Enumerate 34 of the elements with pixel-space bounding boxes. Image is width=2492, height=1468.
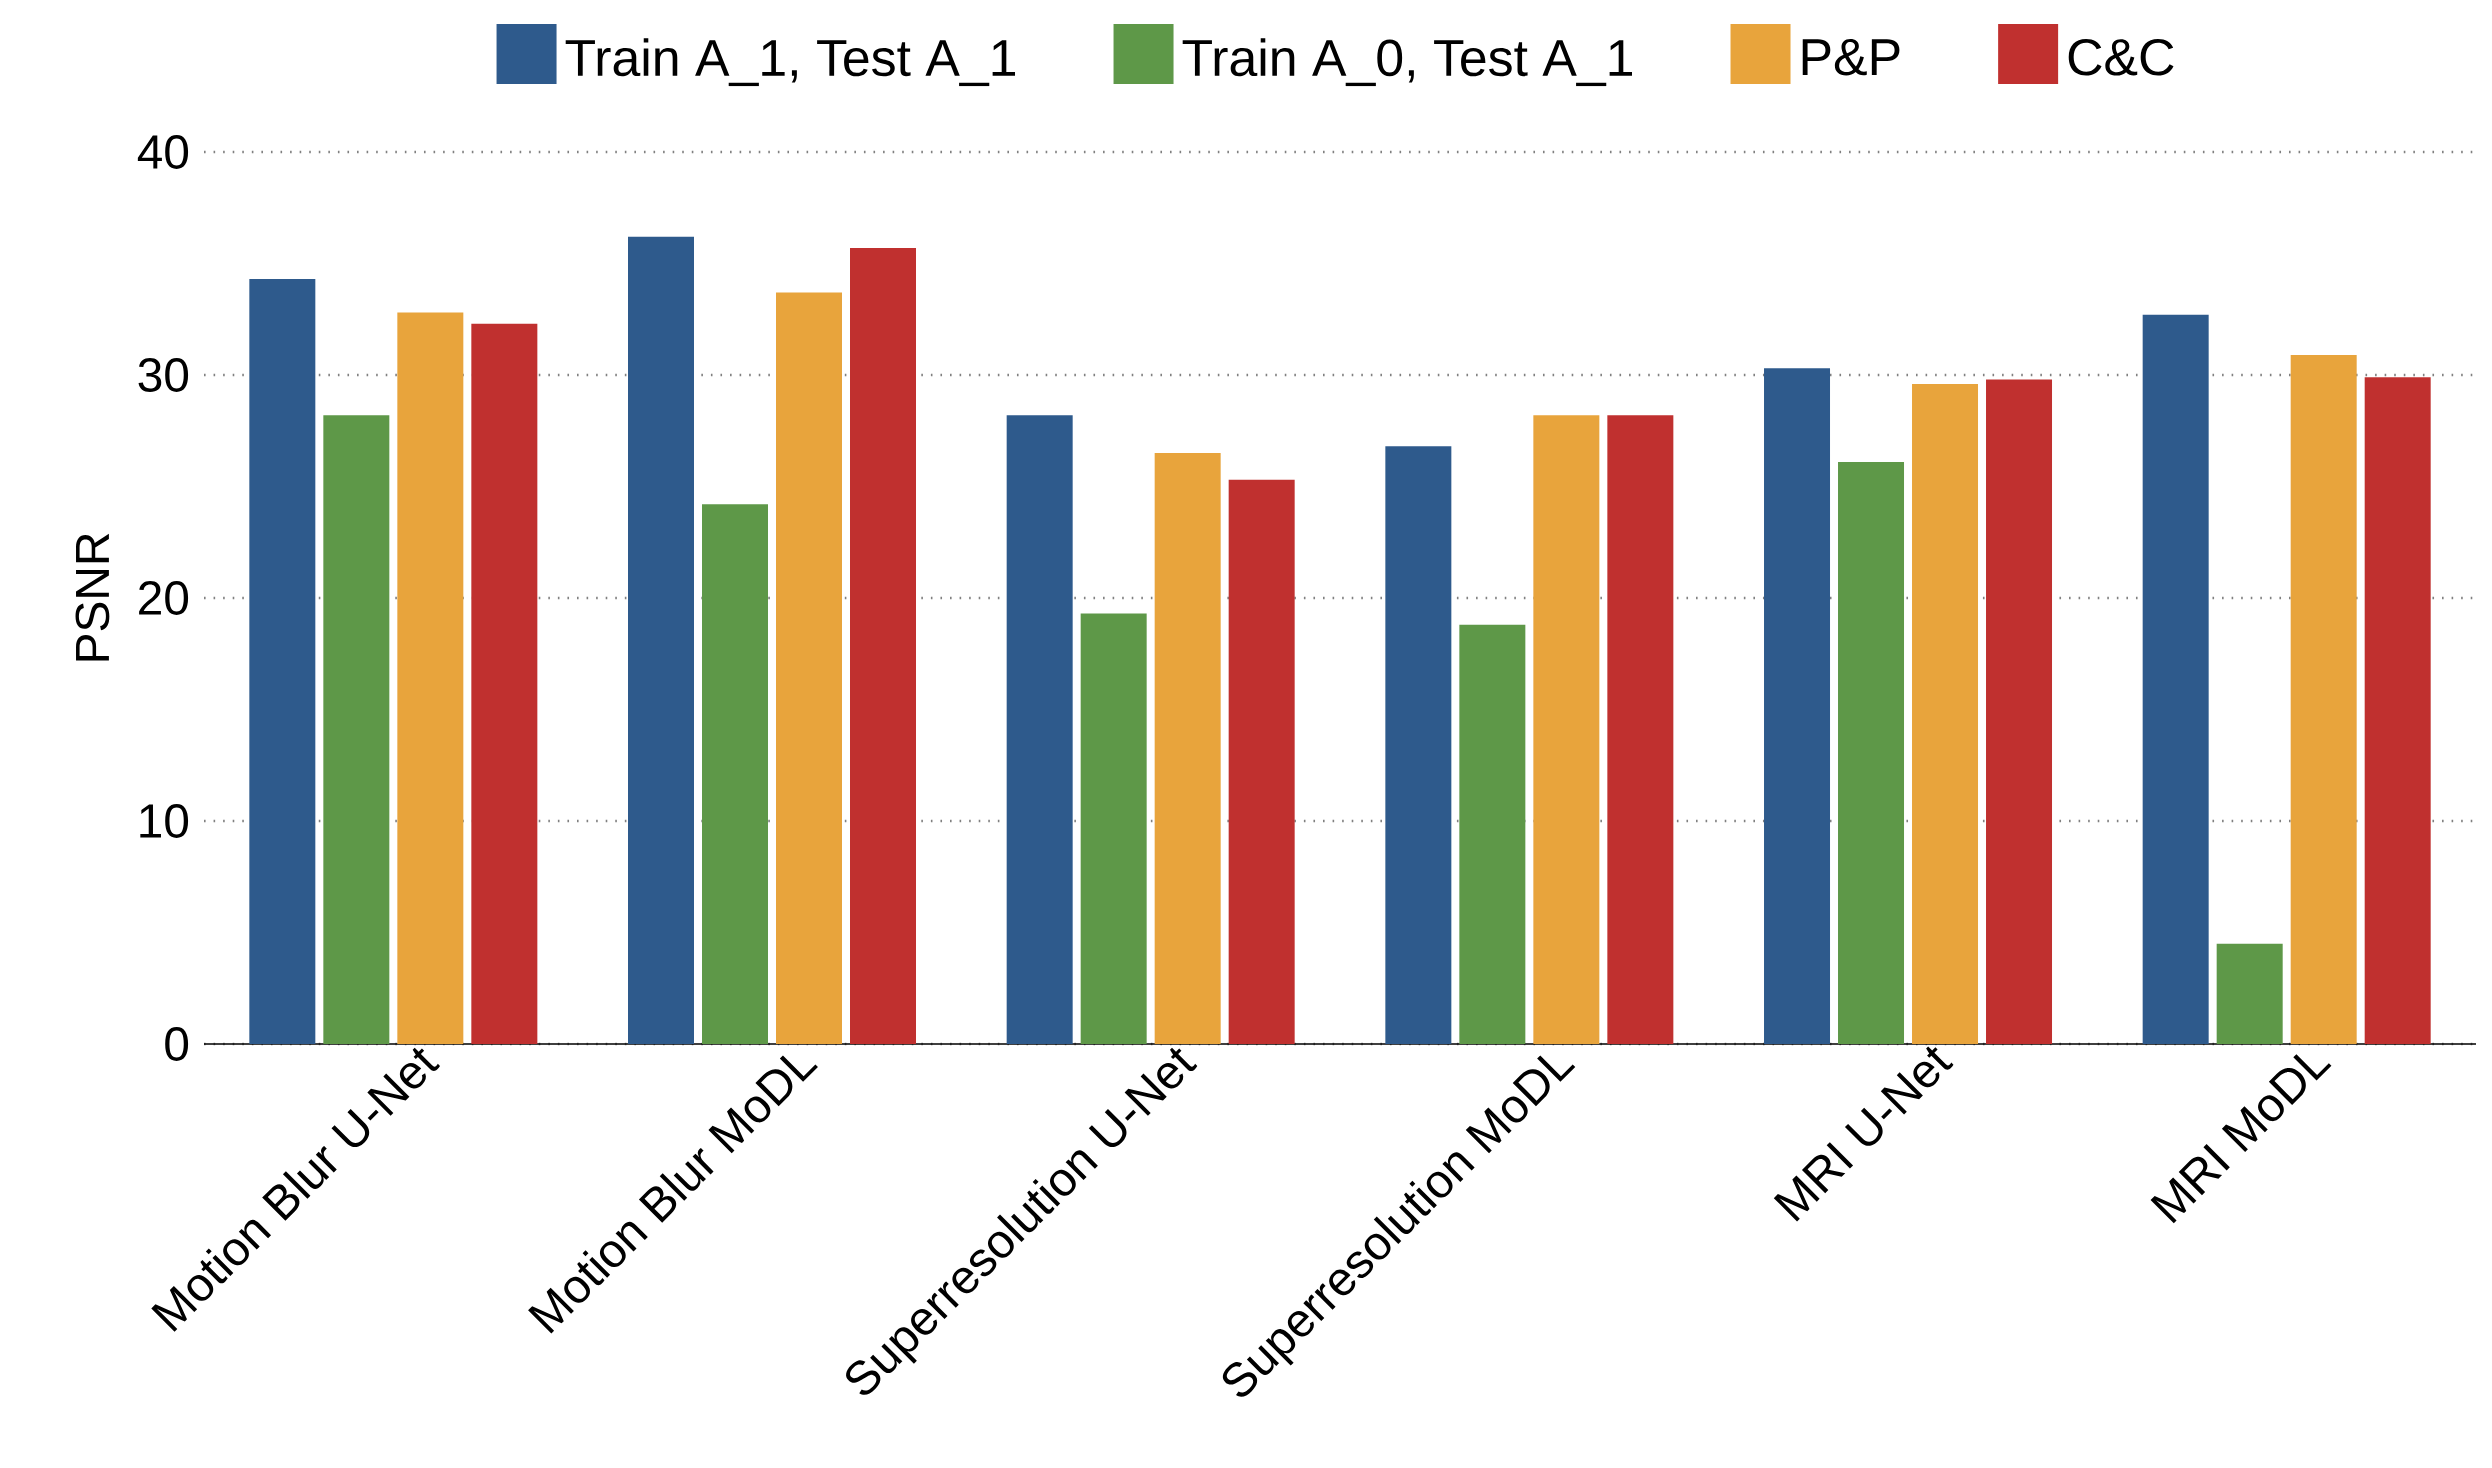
- bar: [702, 504, 768, 1044]
- bar: [2290, 354, 2357, 1044]
- y-tick-label: 0: [165, 1027, 189, 1061]
- legend-label: P&P: [1802, 39, 1900, 76]
- bar: [628, 236, 694, 1044]
- y-axis-title: PSNR: [75, 533, 110, 661]
- bar: [1154, 453, 1221, 1044]
- bar: [1533, 415, 1600, 1044]
- bar: [471, 323, 538, 1044]
- bar: [1080, 613, 1147, 1044]
- bar: [397, 312, 464, 1044]
- bar: [1912, 383, 1979, 1044]
- bar: [1385, 446, 1452, 1044]
- bar: [850, 247, 916, 1044]
- y-tick-label: 20: [139, 581, 189, 615]
- y-tick-label: 40: [137, 135, 189, 169]
- bar: [2142, 314, 2209, 1044]
- bar: [249, 279, 316, 1044]
- bar: [1459, 624, 1526, 1044]
- bar: [1228, 479, 1295, 1044]
- bar: [2364, 377, 2431, 1044]
- bar: [776, 292, 842, 1044]
- legend-label: Train A_1, Test A_1: [565, 38, 1016, 87]
- legend-label: C&C: [2068, 38, 2174, 76]
- bar: [1607, 415, 1674, 1044]
- bar: [1838, 461, 1905, 1044]
- y-tick-label: 30: [138, 358, 189, 392]
- bar: [1986, 379, 2053, 1044]
- bar: [1764, 368, 1831, 1044]
- y-tick-label: 10: [140, 804, 189, 838]
- bar: [2216, 943, 2283, 1044]
- bar: [1006, 415, 1073, 1044]
- bar: [323, 415, 390, 1044]
- legend-label: Train A_0, Test A_1: [1182, 38, 1632, 87]
